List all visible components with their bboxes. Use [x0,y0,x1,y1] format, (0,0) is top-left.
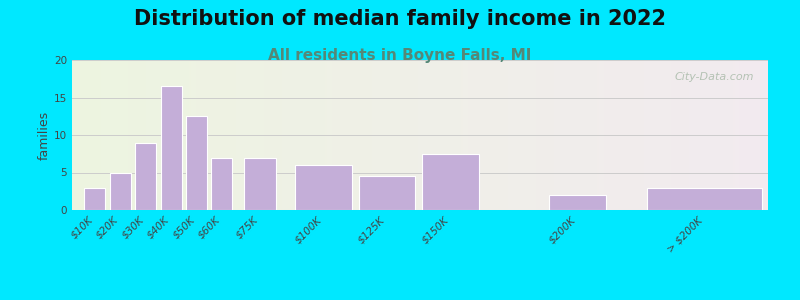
Bar [550,195,606,210]
Bar [647,188,762,210]
Bar [186,116,207,210]
Bar [110,172,130,210]
Bar [295,165,351,210]
Y-axis label: families: families [38,110,51,160]
Bar [359,176,415,210]
Text: Distribution of median family income in 2022: Distribution of median family income in … [134,9,666,29]
Bar [211,158,232,210]
Text: All residents in Boyne Falls, MI: All residents in Boyne Falls, MI [268,48,532,63]
Text: City-Data.com: City-Data.com [674,72,754,82]
Bar [244,158,276,210]
Bar [422,154,478,210]
Bar [84,188,106,210]
Bar [135,142,156,210]
Bar [161,86,182,210]
